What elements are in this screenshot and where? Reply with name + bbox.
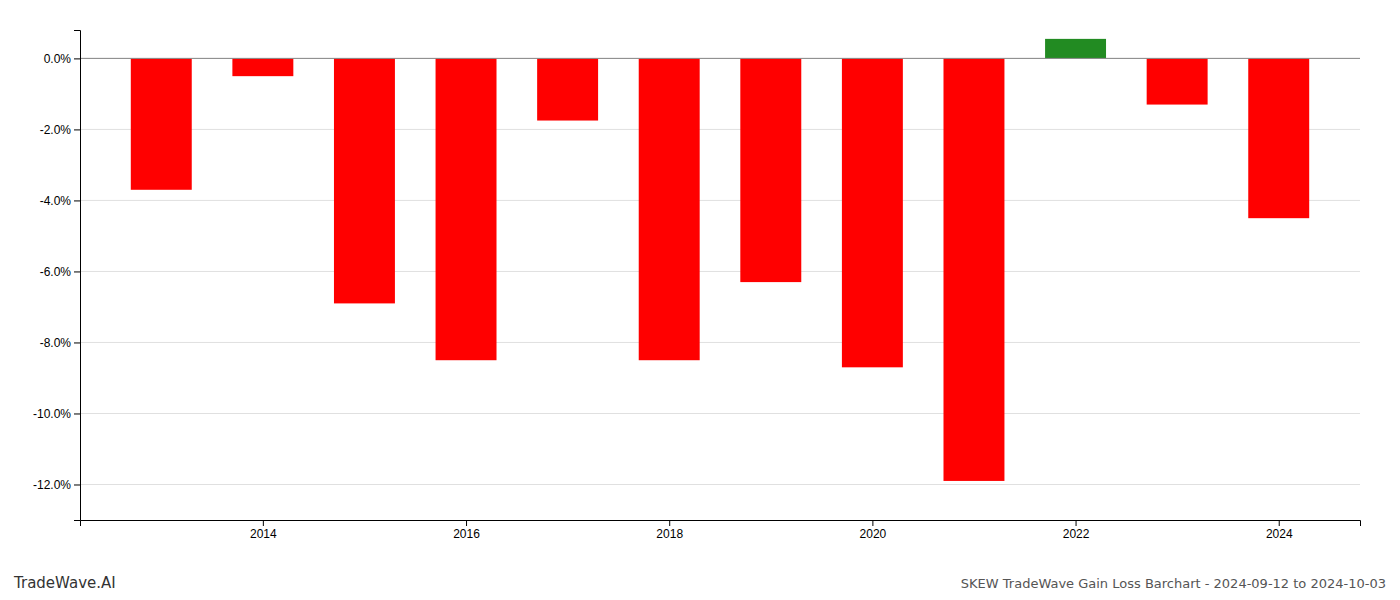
y-tick: -2.0% <box>40 123 80 137</box>
bar <box>436 58 497 360</box>
y-tick-mark <box>74 58 80 59</box>
y-tick-mark <box>74 342 80 343</box>
x-tick: 2016 <box>453 520 480 541</box>
x-tick-mark <box>1279 520 1280 526</box>
y-tick-mark <box>74 129 80 130</box>
bar <box>1248 58 1309 218</box>
y-tick-mark <box>74 271 80 272</box>
annotations: TradeWave.AI SKEW TradeWave Gain Loss Bar… <box>13 574 1386 592</box>
y-tick-label: -10.0% <box>33 407 71 421</box>
bar <box>131 58 192 189</box>
footer-text: SKEW TradeWave Gain Loss Barchart - 2024… <box>961 576 1386 591</box>
x-axis: 2014 2016 2018 2020 2022 2024 <box>81 520 1361 541</box>
x-tick: 2018 <box>656 520 683 541</box>
grid-line <box>80 58 1360 59</box>
y-tick-mark <box>74 413 80 414</box>
grid-line <box>80 129 1360 130</box>
x-tick-label: 2016 <box>453 527 480 541</box>
x-tick-mark <box>263 520 264 526</box>
footer-text: TradeWave.AI <box>13 574 116 592</box>
x-tick-mark <box>466 520 467 526</box>
x-tick: 2022 <box>1063 520 1090 541</box>
bar <box>1147 58 1208 104</box>
x-tick: 2014 <box>250 520 277 541</box>
x-tick-label: 2018 <box>656 527 683 541</box>
x-tick-label: 2014 <box>250 527 277 541</box>
y-axis: 0.0% -2.0% -4.0% -6.0% -8.0% -10.0% -12.0% <box>33 31 81 521</box>
plot: 2014 2016 2018 2020 2022 2024 0.0% -2.0% -4.0% -6… <box>33 31 1361 541</box>
bar <box>334 58 395 303</box>
y-tick: -6.0% <box>40 265 80 279</box>
y-tick-label: -2.0% <box>40 123 72 137</box>
grid-line <box>80 413 1360 414</box>
y-tick: -4.0% <box>40 194 80 208</box>
y-tick-mark <box>74 200 80 201</box>
grid <box>80 58 1360 484</box>
bar <box>943 58 1004 481</box>
y-tick: 0.0% <box>44 52 80 66</box>
bars <box>131 39 1309 481</box>
grid-line <box>80 484 1360 485</box>
zero-line <box>80 58 1360 59</box>
bar <box>232 58 293 76</box>
bar <box>740 58 801 282</box>
x-tick-mark <box>1076 520 1077 526</box>
x-tick-mark <box>669 520 670 526</box>
y-tick-label: -6.0% <box>40 265 72 279</box>
y-tick-mark <box>74 484 80 485</box>
y-tick-label: -4.0% <box>40 194 72 208</box>
grid-line <box>80 342 1360 343</box>
x-tick: 2020 <box>860 520 887 541</box>
x-tick-mark <box>872 520 873 526</box>
bar <box>1045 39 1106 59</box>
y-tick-label: -12.0% <box>33 478 71 492</box>
y-tick-label: 0.0% <box>44 52 72 66</box>
grid-line <box>80 200 1360 201</box>
grid-line <box>80 271 1360 272</box>
x-tick-label: 2024 <box>1266 527 1293 541</box>
x-tick-label: 2020 <box>860 527 887 541</box>
chart: 2014 2016 2018 2020 2022 2024 0.0% -2.0% -4.0% -6… <box>0 0 1400 600</box>
x-tick-label: 2022 <box>1063 527 1090 541</box>
bar <box>639 58 700 360</box>
bar <box>537 58 598 120</box>
y-tick: -8.0% <box>40 336 80 350</box>
y-tick: -12.0% <box>33 478 80 492</box>
x-tick: 2024 <box>1266 520 1293 541</box>
y-tick: -10.0% <box>33 407 80 421</box>
x-axis-line <box>81 521 1361 527</box>
bar <box>842 58 903 367</box>
y-tick-label: -8.0% <box>40 336 72 350</box>
y-axis-line <box>74 31 81 521</box>
